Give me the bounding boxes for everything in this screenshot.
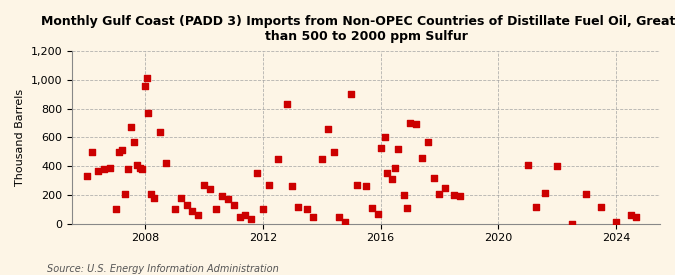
Point (117, 148, 128, 153)
Point (137, 167, 148, 171)
Point (387, 177, 398, 182)
Point (346, 92, 356, 97)
Point (146, 191, 157, 196)
Point (169, 207, 180, 211)
Point (440, 186, 451, 190)
Point (308, 214, 319, 219)
Point (367, 206, 377, 210)
Point (161, 161, 171, 166)
Point (187, 209, 198, 213)
Point (317, 157, 327, 161)
Text: Source: U.S. Energy Information Administration: Source: U.S. Energy Information Administ… (47, 264, 279, 274)
Point (360, 184, 371, 189)
Point (105, 166, 115, 170)
Point (119, 191, 130, 196)
Point (596, 205, 607, 210)
Point (323, 126, 333, 131)
Point (113, 150, 124, 154)
Point (393, 147, 404, 151)
Point (228, 203, 239, 207)
Point (142, 76, 153, 81)
Point (155, 130, 165, 134)
Point (416, 155, 427, 160)
Point (111, 207, 122, 211)
Point (625, 213, 636, 217)
Point (581, 191, 592, 196)
Point (610, 220, 621, 225)
Point (328, 150, 339, 154)
Point (193, 213, 204, 217)
Point (381, 171, 392, 176)
Point (540, 191, 551, 195)
Point (428, 175, 439, 180)
Point (134, 166, 145, 170)
Point (379, 135, 390, 140)
Point (566, 222, 577, 226)
Point (81, 174, 92, 178)
Point (334, 214, 345, 219)
Point (131, 163, 142, 167)
Point (399, 193, 410, 197)
Point (287, 184, 298, 189)
Point (234, 214, 245, 219)
Point (263, 183, 274, 187)
Point (258, 207, 269, 211)
Point (373, 211, 383, 216)
Point (222, 197, 233, 202)
Point (410, 122, 421, 127)
Point (272, 157, 283, 161)
Point (293, 204, 304, 209)
Point (252, 171, 263, 176)
Point (143, 111, 154, 115)
Point (281, 102, 292, 106)
Point (340, 220, 351, 225)
Point (126, 125, 136, 130)
Point (181, 203, 192, 207)
Point (551, 164, 562, 168)
Point (199, 183, 210, 187)
Point (240, 213, 251, 217)
Point (449, 193, 460, 197)
Point (176, 196, 186, 200)
Point (404, 121, 415, 125)
Point (211, 207, 221, 211)
Point (434, 191, 445, 196)
Title: Monthly Gulf Coast (PADD 3) Imports from Non-OPEC Countries of Distillate Fuel O: Monthly Gulf Coast (PADD 3) Imports from… (41, 15, 675, 43)
Point (423, 139, 433, 144)
Point (93, 168, 104, 173)
Point (375, 145, 386, 150)
Point (140, 83, 151, 88)
Point (522, 163, 533, 167)
Point (455, 194, 466, 199)
Point (302, 207, 313, 211)
Point (631, 214, 642, 219)
Point (390, 166, 401, 170)
Point (205, 187, 215, 191)
Point (352, 183, 362, 187)
Point (99, 167, 109, 171)
Y-axis label: Thousand Barrels: Thousand Barrels (15, 89, 25, 186)
Point (217, 194, 227, 199)
Point (148, 196, 159, 200)
Point (87, 150, 98, 154)
Point (128, 139, 139, 144)
Point (246, 217, 256, 222)
Point (402, 206, 412, 210)
Point (531, 205, 542, 210)
Point (122, 167, 133, 171)
